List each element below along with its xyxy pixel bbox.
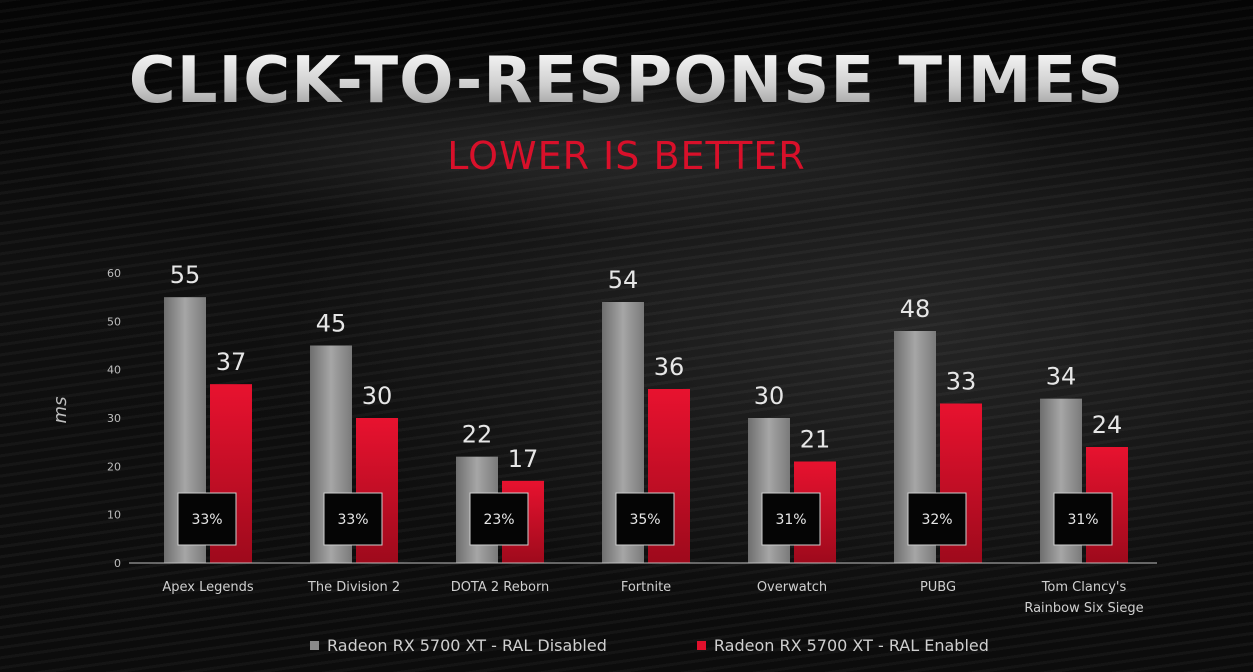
improvement-box (323, 492, 383, 546)
improvement-box (615, 492, 675, 546)
legend: Radeon RX 5700 XT - RAL Disabled Radeon … (310, 636, 989, 655)
x-tick-label: Tom Clancy's (1041, 580, 1127, 595)
legend-label-ral-enabled: Radeon RX 5700 XT - RAL Enabled (713, 636, 989, 655)
y-tick-label: 20 (107, 460, 121, 473)
data-label: 30 (754, 382, 785, 410)
improvement-box (907, 492, 967, 546)
data-label: 36 (654, 353, 685, 381)
data-label: 48 (900, 295, 931, 323)
improvement-label: 32% (921, 512, 952, 528)
data-label: 34 (1046, 363, 1077, 391)
improvement-box (1053, 492, 1113, 546)
legend-swatch-ral-enabled (696, 641, 706, 650)
data-label: 33 (946, 368, 977, 396)
x-tick-label: Rainbow Six Siege (1024, 601, 1143, 616)
x-tick-label: PUBG (920, 580, 956, 595)
improvement-box (469, 492, 529, 546)
improvement-box (761, 492, 821, 546)
x-tick-label: The Division 2 (307, 580, 400, 595)
y-axis-label: ms (50, 397, 71, 424)
data-label: 55 (170, 261, 201, 289)
data-label: 45 (316, 310, 347, 338)
y-tick-label: 60 (107, 267, 121, 280)
x-tick-label: Overwatch (757, 580, 827, 595)
x-tick-label: DOTA 2 Reborn (451, 580, 550, 595)
x-tick-label: Apex Legends (162, 580, 253, 595)
improvement-label: 31% (1067, 512, 1098, 528)
chart-title: CLICK-TO-RESPONSE TIMES (0, 44, 1253, 118)
improvement-label: 23% (483, 512, 514, 528)
y-tick-label: 40 (107, 364, 121, 377)
data-label: 24 (1092, 411, 1123, 439)
data-label: 54 (608, 266, 639, 294)
improvement-label: 33% (337, 512, 368, 528)
x-tick-label: Fortnite (621, 580, 671, 595)
data-label: 22 (462, 421, 493, 449)
y-tick-label: 0 (114, 557, 121, 570)
y-tick-label: 10 (107, 509, 121, 522)
improvement-box (177, 492, 237, 546)
data-label: 17 (508, 445, 539, 473)
legend-item-ral-disabled: Radeon RX 5700 XT - RAL Disabled (310, 636, 607, 655)
data-label: 30 (362, 382, 393, 410)
chart-subtitle: LOWER IS BETTER (447, 134, 806, 178)
legend-label-ral-disabled: Radeon RX 5700 XT - RAL Disabled (327, 636, 607, 655)
legend-swatch-ral-disabled (310, 641, 319, 650)
data-label: 21 (800, 426, 831, 454)
y-tick-label: 30 (107, 412, 121, 425)
improvement-label: 33% (191, 512, 222, 528)
data-label: 37 (216, 348, 247, 376)
improvement-label: 35% (629, 512, 660, 528)
legend-item-ral-enabled: Radeon RX 5700 XT - RAL Enabled (696, 636, 989, 655)
y-tick-label: 50 (107, 315, 121, 328)
improvement-label: 31% (775, 512, 806, 528)
